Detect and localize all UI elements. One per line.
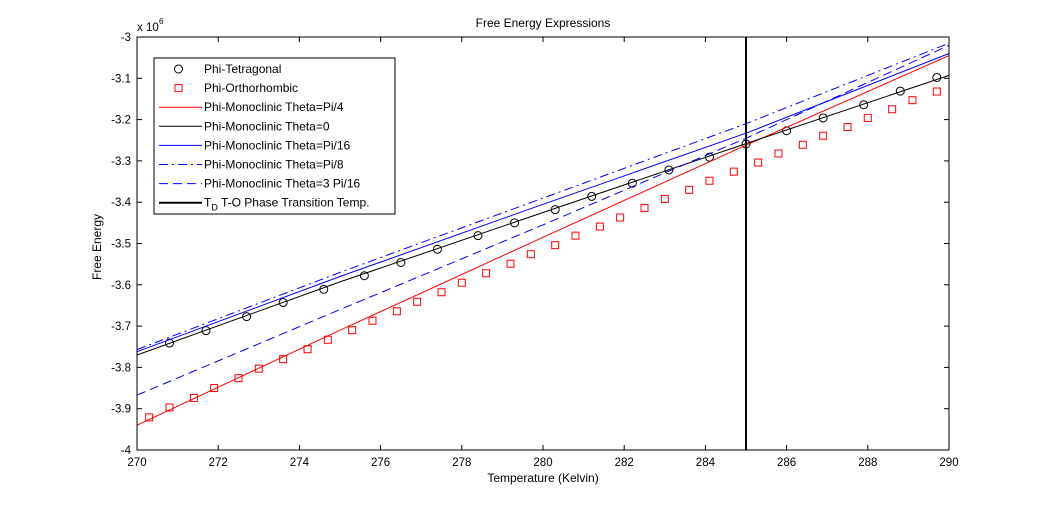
- orthorhombic-point: [210, 384, 219, 393]
- y-scale-factor: x 10 6: [137, 17, 164, 34]
- series-line: [136, 53, 950, 353]
- orthorhombic-point: [571, 231, 580, 240]
- x-tick-label: 282: [615, 457, 634, 469]
- legend: Phi-Tetragonal Phi-Orthorhombic Phi-Monocl…: [153, 57, 396, 215]
- legend-label: Phi-Monoclinic Theta=Pi/4: [204, 100, 344, 114]
- x-axis-label: Temperature (Kelvin): [487, 471, 598, 485]
- legend-label: Phi-Tetragonal: [204, 62, 281, 76]
- y-tick-label: -4: [121, 445, 132, 457]
- series-line: [136, 55, 950, 426]
- x-tick-label: 288: [858, 457, 877, 469]
- tetragonal-point: [818, 113, 828, 123]
- orthorhombic-point: [165, 403, 174, 412]
- x-tick-label: 280: [533, 457, 552, 469]
- y-tick-label: -3.9: [111, 404, 131, 416]
- orthorhombic-point: [368, 316, 377, 325]
- y-tick-label: -3.7: [111, 321, 131, 333]
- orthorhombic-point: [640, 203, 649, 212]
- y-tick-label: -3.3: [111, 156, 131, 168]
- tetragonal-point: [359, 271, 369, 281]
- series-layer: [136, 37, 950, 450]
- x-tick-label: 276: [371, 457, 390, 469]
- y-tick-label: -3.2: [111, 115, 131, 127]
- orthorhombic-point: [279, 355, 288, 364]
- orthorhombic-point: [457, 278, 466, 287]
- orthorhombic-point: [774, 149, 783, 158]
- orthorhombic-point: [685, 185, 694, 194]
- legend-label: Phi-Monoclinic Theta=Pi/16: [204, 138, 351, 152]
- tetragonal-point: [432, 244, 442, 254]
- orthorhombic-point: [819, 131, 828, 140]
- tetragonal-point: [510, 218, 520, 228]
- x-tick-label: 270: [127, 457, 146, 469]
- series-line: [136, 42, 950, 351]
- orthorhombic-point: [254, 364, 263, 373]
- y-tick-label: -3.4: [111, 197, 131, 209]
- orthorhombic-point: [798, 140, 807, 149]
- series-line: [136, 74, 950, 356]
- tetragonal-point: [587, 191, 597, 201]
- x-tick-label: 272: [209, 457, 228, 469]
- series-4: [136, 53, 950, 353]
- tetragonal-point: [895, 86, 905, 96]
- orthorhombic-point: [908, 96, 917, 105]
- legend-label: TD T-O Phase Transition Temp.: [204, 196, 369, 213]
- ticks-layer: 270 272 274 276 278 280 282 284 286 288 290 -4 -3.9 -…: [111, 32, 958, 469]
- y-scale-exponent: 6: [159, 17, 164, 26]
- orthorhombic-point: [754, 158, 763, 167]
- orthorhombic-point: [506, 259, 515, 268]
- series-5: [136, 42, 950, 351]
- orthorhombic-point: [616, 213, 625, 222]
- x-tick-label: 274: [290, 457, 310, 469]
- orthorhombic-point: [551, 241, 560, 250]
- orthorhombic-point: [863, 113, 872, 122]
- series-6: [136, 44, 950, 396]
- legend-label: Phi-Monoclinic Theta=3 Pi/16: [204, 177, 361, 191]
- y-tick-label: -3: [121, 32, 131, 44]
- series-0: [164, 72, 942, 348]
- tetragonal-point: [164, 338, 174, 348]
- y-tick-label: -3.8: [111, 362, 131, 374]
- x-tick-label: 278: [452, 457, 471, 469]
- y-tick-label: -3.5: [111, 239, 131, 251]
- orthorhombic-point: [392, 307, 401, 316]
- orthorhombic-point: [843, 123, 852, 132]
- orthorhombic-point: [437, 288, 446, 297]
- orthorhombic-point: [234, 374, 243, 383]
- legend-label: Phi-Monoclinic Theta=Pi/8: [204, 158, 344, 172]
- orthorhombic-point: [189, 393, 198, 402]
- orthorhombic-point: [932, 87, 941, 96]
- y-tick-label: -3.6: [111, 280, 131, 292]
- orthorhombic-point: [413, 297, 422, 306]
- orthorhombic-point: [482, 269, 491, 278]
- x-tick-label: 286: [777, 457, 796, 469]
- orthorhombic-point: [729, 167, 738, 176]
- series-line: [136, 44, 950, 396]
- orthorhombic-point: [888, 105, 897, 114]
- series-3: [136, 74, 950, 356]
- legend-label: Phi-Orthorhombic: [204, 81, 298, 95]
- legend-marker-circle: [174, 64, 183, 74]
- y-tick-label: -3.1: [111, 73, 131, 85]
- legend-label: Phi-Monoclinic Theta=0: [204, 119, 330, 133]
- legend-marker-square: [174, 84, 183, 93]
- y-axis-label: Free Energy: [90, 214, 104, 280]
- tetragonal-point: [278, 298, 288, 308]
- orthorhombic-point: [526, 250, 535, 259]
- y-scale-multiplier: x 10: [137, 22, 159, 34]
- series-1: [145, 87, 941, 422]
- orthorhombic-point: [705, 176, 714, 185]
- tetragonal-point: [859, 100, 869, 110]
- legend-box: [153, 57, 396, 215]
- chart-title: Free Energy Expressions: [476, 16, 611, 30]
- tetragonal-point: [932, 72, 942, 82]
- orthorhombic-point: [595, 222, 604, 231]
- orthorhombic-point: [660, 194, 669, 203]
- series-2: [136, 55, 950, 426]
- x-tick-label: 284: [696, 457, 716, 469]
- orthorhombic-point: [348, 326, 357, 335]
- tetragonal-point: [664, 165, 674, 175]
- x-tick-label: 290: [939, 457, 958, 469]
